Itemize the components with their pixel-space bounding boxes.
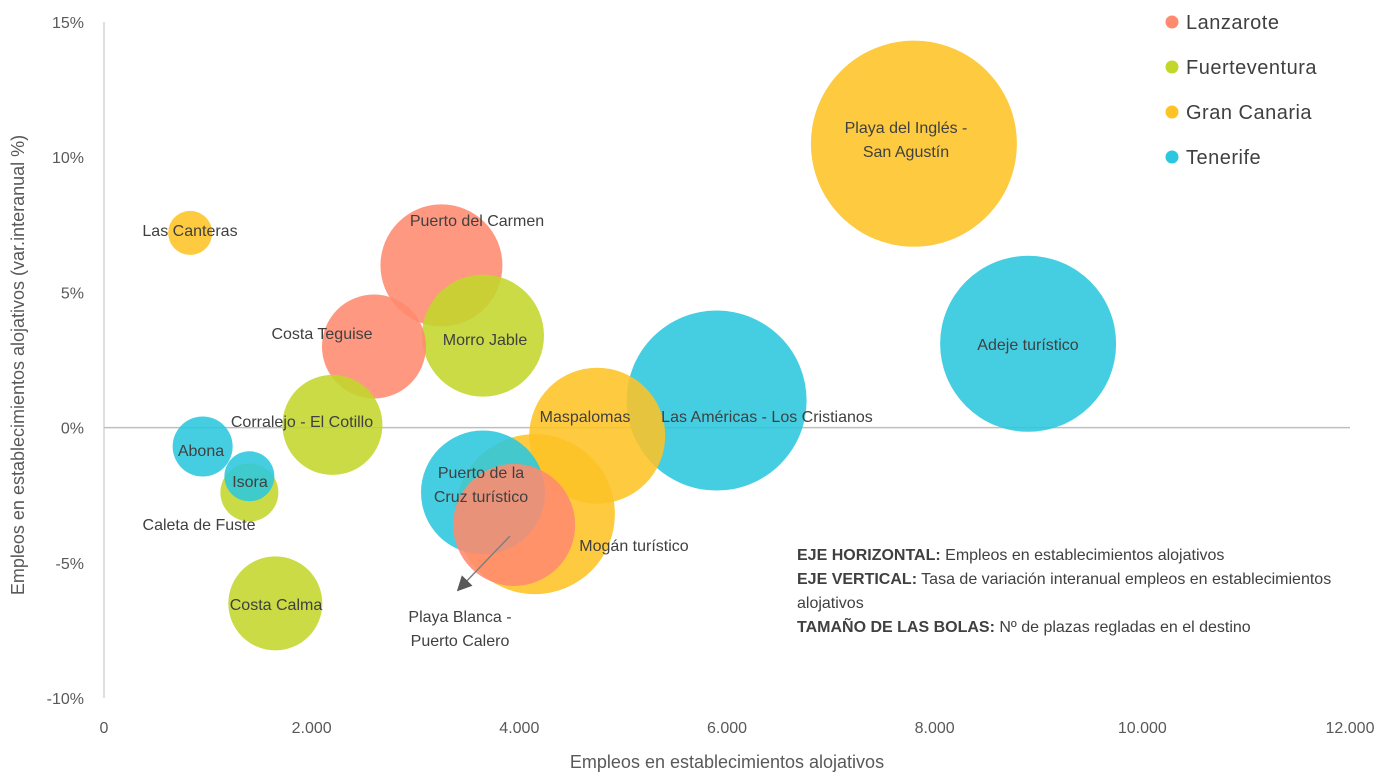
bubble-label: Puerto del Carmen <box>410 213 544 230</box>
note-horizontal-text: Empleos en establecimientos alojativos <box>940 547 1225 564</box>
bubble-label: Corralejo - El Cotillo <box>231 414 373 431</box>
bubble-label: Mogán turístico <box>579 538 688 555</box>
bubble-label: Las Canteras <box>142 223 237 240</box>
bubble-label: Abona <box>178 443 224 460</box>
axes: 15% 10% 5% 0% -5% -10% 0 2.000 4.000 6.000 8.000 10… <box>8 15 1375 772</box>
note-vertical: EJE VERTICAL: Tasa de variación interanu… <box>797 568 1357 616</box>
legend-label: Tenerife <box>1186 147 1261 169</box>
bubble-label: Puerto de la Cruz turístico <box>434 465 528 506</box>
bubble-label: Las Américas - Los Cristianos <box>661 409 873 426</box>
bubble-point <box>282 374 383 475</box>
bubble-label: Playa del Inglés - San Agustín <box>845 120 968 161</box>
bubble-label: Caleta de Fuste <box>143 517 256 534</box>
note-size-label: TAMAÑO DE LAS BOLAS: <box>797 619 995 636</box>
x-tick-label: 0 <box>100 720 109 737</box>
note-vertical-text: Tasa de variación interanual empleos en … <box>797 571 1332 612</box>
y-tick-label: 5% <box>61 285 84 302</box>
note-horizontal-label: EJE HORIZONTAL: <box>797 547 941 564</box>
bubble-label: Morro Jable <box>443 332 528 349</box>
x-tick-label: 12.000 <box>1326 720 1375 737</box>
bubble-point <box>810 40 1017 247</box>
bubble-label: Isora <box>232 474 268 491</box>
legend-marker <box>1165 15 1179 29</box>
bubble-point <box>224 451 275 502</box>
legend-marker <box>1165 150 1179 164</box>
bubble-label-line: Cruz turístico <box>434 489 528 506</box>
bubble-point <box>626 310 807 491</box>
legend-label: Fuerteventura <box>1186 57 1317 79</box>
bubble-label: Costa Calma <box>230 597 323 614</box>
chart-notes: EJE HORIZONTAL: Empleos en establecimien… <box>797 544 1357 640</box>
y-tick-label: 0% <box>61 421 84 438</box>
legend-marker <box>1165 105 1179 119</box>
legend: Lanzarote Fuerteventura Gran Canaria Teneri… <box>1165 12 1317 169</box>
bubble-point <box>172 416 233 477</box>
bubbles <box>168 40 1117 651</box>
bubble-label-line: Puerto de la <box>438 465 524 482</box>
bubble-point <box>228 556 323 651</box>
x-tick-label: 6.000 <box>707 720 747 737</box>
bubble-label-line: San Agustín <box>863 144 949 161</box>
y-axis-title: Empleos en establecimientos alojativos (… <box>8 135 28 595</box>
bubble-point <box>168 210 213 255</box>
bubble-label: Costa Teguise <box>271 326 372 343</box>
playa-blanca-arrow <box>456 535 511 592</box>
bubble-label-line: Playa Blanca - <box>408 609 511 626</box>
y-tick-label: 15% <box>52 15 84 32</box>
bubble-point <box>529 367 666 504</box>
y-tick-label: -5% <box>56 556 84 573</box>
note-horizontal: EJE HORIZONTAL: Empleos en establecimien… <box>797 544 1357 568</box>
bubble-label-line: Puerto Calero <box>411 633 510 650</box>
legend-label: Lanzarote <box>1186 12 1279 34</box>
x-tick-label: 8.000 <box>915 720 955 737</box>
bubble-point <box>321 294 426 399</box>
y-tick-label: -10% <box>47 691 84 708</box>
bubble-label-line: Playa del Inglés - <box>845 120 968 137</box>
note-size: TAMAÑO DE LAS BOLAS: Nº de plazas reglad… <box>797 616 1357 640</box>
bubble-label: Playa Blanca - Puerto Calero <box>408 609 511 650</box>
bubble-label: Adeje turístico <box>977 337 1078 354</box>
x-tick-label: 2.000 <box>292 720 332 737</box>
bubble-label: Maspalomas <box>540 409 631 426</box>
note-size-text: Nº de plazas regladas en el destino <box>994 619 1251 636</box>
x-axis-title: Empleos en establecimientos alojativos <box>570 752 884 772</box>
x-tick-label: 10.000 <box>1118 720 1167 737</box>
y-tick-label: 10% <box>52 150 84 167</box>
legend-label: Gran Canaria <box>1186 102 1312 124</box>
bubble-point <box>453 463 576 586</box>
bubble-point <box>940 255 1117 432</box>
note-vertical-label: EJE VERTICAL: <box>797 571 918 588</box>
bubble-point <box>421 274 544 397</box>
bubble-labels: Playa del Inglés - San Agustín Las América… <box>142 120 1078 650</box>
x-tick-label: 4.000 <box>499 720 539 737</box>
legend-marker <box>1165 60 1179 74</box>
